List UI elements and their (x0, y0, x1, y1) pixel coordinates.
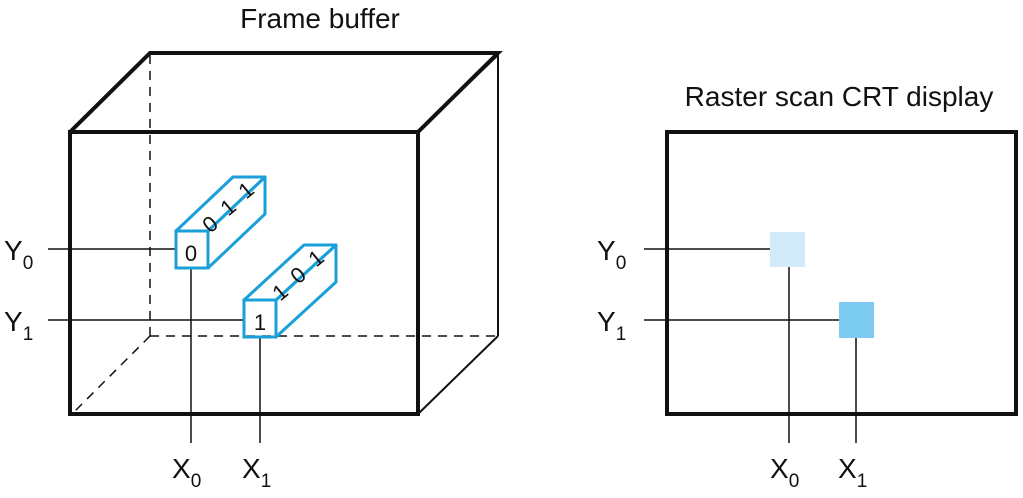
y1-subscript: 1 (616, 324, 627, 345)
crt-y0-label: Y0 (597, 235, 626, 274)
cell-bit-3: 1 (233, 177, 258, 204)
y1-letter: Y (597, 306, 616, 337)
frame-buffer-x1-label: X1 (242, 453, 271, 492)
cell-front-face (174, 229, 210, 270)
cell-front-bit: 1 (254, 310, 266, 335)
y0-letter: Y (4, 235, 23, 266)
y0-subscript: 0 (23, 253, 34, 274)
crt-guides (644, 248, 857, 443)
pixel-x0-y0 (770, 232, 805, 267)
cell-bit-1: 0 (197, 211, 222, 238)
x1-letter: X (838, 453, 857, 484)
frame-buffer-y0-label: Y0 (4, 235, 33, 274)
y1-letter: Y (4, 306, 23, 337)
y0-letter: Y (597, 235, 616, 266)
crt-display-title: Raster scan CRT display (685, 81, 994, 112)
x1-letter: X (242, 453, 261, 484)
frame-buffer-box (68, 51, 503, 416)
x0-subscript: 0 (789, 471, 800, 492)
frame-buffer-front-face (68, 130, 420, 416)
frame-buffer-title: Frame buffer (240, 3, 400, 34)
crt-x0-label: X0 (770, 453, 799, 492)
x0-subscript: 0 (191, 471, 202, 492)
cell-bit-2: 0 (285, 262, 310, 289)
frame-buffer-top-face (68, 51, 503, 134)
crt-display-panel: Raster scan CRT display Y0 Y1 X0 X1 (597, 81, 1018, 492)
crt-y1-label: Y1 (597, 306, 626, 345)
frame-buffer-y1-label: Y1 (4, 306, 33, 345)
pixel-x1-y1 (839, 302, 874, 338)
frame-buffer-guides (48, 248, 261, 443)
frame-buffer-x0-label: X0 (172, 453, 201, 492)
frame-buffer-panel: Frame buffer 0 0 (4, 3, 503, 492)
y0-subscript: 0 (616, 253, 627, 274)
hidden-edge-bottom-left (71, 335, 151, 415)
y1-subscript: 1 (23, 324, 34, 345)
cell-front-face (242, 298, 278, 339)
cell-bit-1: 1 (267, 279, 292, 306)
cell-bit-2: 1 (215, 194, 240, 221)
crt-screen (665, 130, 1018, 416)
x0-letter: X (770, 453, 789, 484)
frame-buffer-hidden-edges (71, 55, 498, 415)
frame-buffer-top-right-edge (417, 54, 499, 133)
frame-buffer-bottom-right-edge (417, 335, 499, 415)
cell-bit-3: 1 (303, 245, 328, 272)
x1-subscript: 1 (261, 471, 272, 492)
cell-front-bit: 0 (185, 241, 197, 266)
x0-letter: X (172, 453, 191, 484)
crt-x1-label: X1 (838, 453, 867, 492)
x1-subscript: 1 (857, 471, 868, 492)
bit-cell-x0-y0: 0 0 1 1 (174, 175, 267, 270)
bit-cell-x1-y1: 1 1 0 1 (242, 243, 338, 339)
